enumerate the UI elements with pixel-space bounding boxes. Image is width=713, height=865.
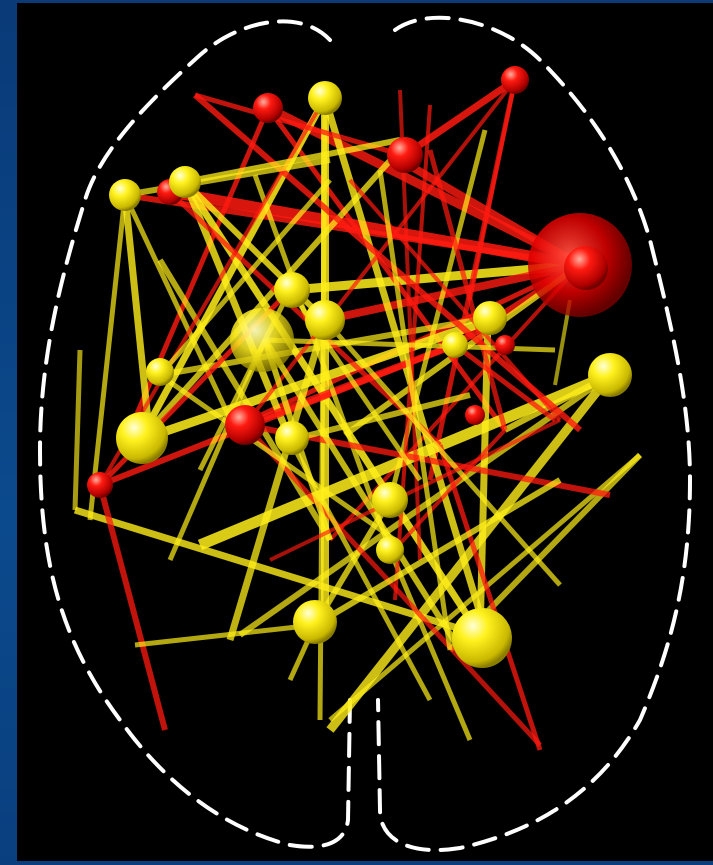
yellow-connection-edge xyxy=(238,372,612,638)
yellow-connection-edge xyxy=(184,137,401,185)
yellow-node xyxy=(442,332,468,358)
red-connection-edge xyxy=(193,92,582,433)
yellow-connection-edge xyxy=(326,372,614,733)
yellow-node xyxy=(169,166,201,198)
yellow-node xyxy=(452,608,512,668)
red-node xyxy=(495,335,515,355)
red-connection-edge xyxy=(168,190,442,447)
yellow-connection-edge xyxy=(72,349,83,511)
yellow-node xyxy=(230,308,294,372)
yellow-connection-edge xyxy=(289,392,471,443)
network-nodes xyxy=(87,66,632,668)
red-connection-edge xyxy=(453,343,557,422)
yellow-node xyxy=(473,301,507,335)
yellow-node xyxy=(275,421,309,455)
red-node xyxy=(387,137,423,173)
red-connection-edge xyxy=(427,149,508,431)
red-node xyxy=(225,405,265,445)
yellow-connection-edge xyxy=(121,194,154,441)
red-connection-edge xyxy=(437,444,543,751)
red-connection-edge xyxy=(468,79,517,301)
yellow-connection-edge xyxy=(377,169,453,651)
yellow-connection-edge xyxy=(287,438,433,702)
figure-panel xyxy=(17,3,713,861)
yellow-connection-edge xyxy=(387,549,473,741)
red-connection-edge xyxy=(269,418,561,562)
red-connection-edge xyxy=(243,423,542,747)
red-node xyxy=(465,405,485,425)
yellow-connection-edge xyxy=(87,194,128,521)
red-node xyxy=(253,93,283,123)
red-node xyxy=(87,472,113,498)
red-connection-edge xyxy=(403,77,517,158)
yellow-node xyxy=(305,300,345,340)
left-hemisphere-outline xyxy=(37,19,352,849)
yellow-node xyxy=(146,358,174,386)
connection-edges xyxy=(72,77,643,751)
yellow-connection-edge xyxy=(124,157,331,198)
red-node xyxy=(564,246,608,290)
red-connection-edge xyxy=(97,484,168,731)
yellow-node xyxy=(116,412,168,464)
brain-outline xyxy=(37,15,693,853)
yellow-node xyxy=(376,536,404,564)
yellow-connection-edge xyxy=(323,318,562,587)
yellow-node xyxy=(308,81,342,115)
red-connection-edge xyxy=(194,92,421,163)
brain-network-graphic xyxy=(37,15,693,853)
yellow-connection-edge xyxy=(262,338,463,652)
right-hemisphere-outline xyxy=(376,15,693,853)
yellow-node xyxy=(274,272,310,308)
yellow-connection-edge xyxy=(73,506,482,639)
red-node xyxy=(501,66,529,94)
yellow-connection-edge xyxy=(226,319,329,641)
yellow-node xyxy=(372,482,408,518)
red-connection-edge xyxy=(383,428,507,562)
yellow-connection-edge xyxy=(134,622,316,648)
yellow-node xyxy=(588,353,632,397)
yellow-node xyxy=(109,179,141,211)
yellow-node xyxy=(293,600,337,644)
red-connection-edge xyxy=(98,342,457,488)
yellow-connection-edge xyxy=(158,178,332,377)
yellow-connection-edge xyxy=(158,372,397,543)
yellow-connection-edge xyxy=(122,193,243,442)
